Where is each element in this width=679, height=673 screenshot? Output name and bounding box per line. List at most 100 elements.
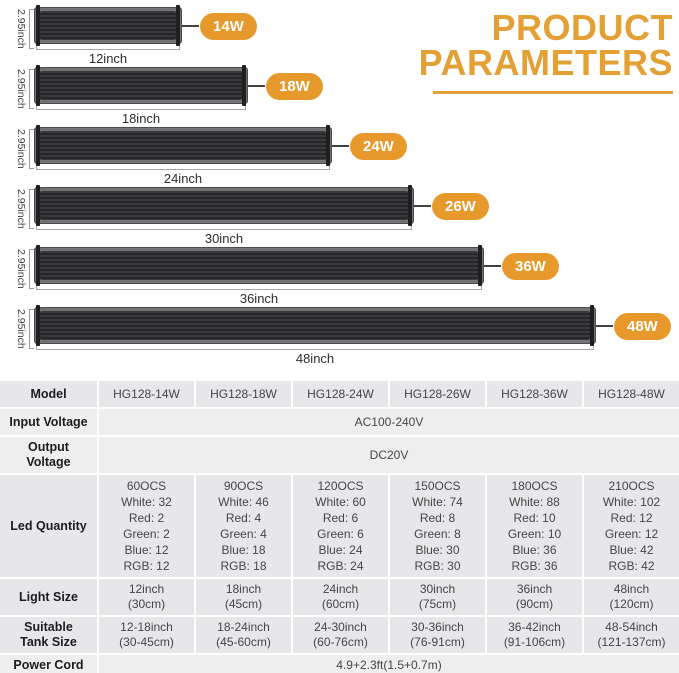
page-title-line2: PARAMETERS (418, 42, 673, 83)
height-measure: 2.95inch (0, 67, 34, 111)
light-bar-group: 24inch (34, 125, 332, 186)
title-underline (433, 91, 673, 94)
light-row: 2.95inch 36inch 36W (0, 245, 679, 307)
light-row: 2.95inch 12inch 14W (0, 5, 679, 67)
table-cell: HG128-26W (390, 381, 485, 407)
row-label: Suitable Tank Size (0, 617, 97, 653)
table-row-light: Light Size 12inch (30cm) 18inch (45cm) 24i… (0, 579, 679, 615)
table-cell: 150OCS White: 74 Red: 8 Green: 8 Blue: 3… (390, 475, 485, 577)
connector-line (484, 265, 501, 267)
table-row-input: Input Voltage AC100-240V (0, 409, 679, 435)
table-row-tank: Suitable Tank Size 12-18inch (30-45cm) 18… (0, 617, 679, 653)
wattage-badge: 18W (266, 73, 323, 100)
table-cell: 36-42inch (91-106cm) (487, 617, 582, 653)
height-label: 2.95inch (15, 9, 27, 49)
width-measure-bracket (36, 105, 246, 110)
light-bar-group: 18inch (34, 65, 248, 126)
height-measure: 2.95inch (0, 187, 34, 231)
size-label: 12inch (88, 51, 128, 66)
row-merged-value: DC20V (99, 437, 679, 473)
table-row-model: Model HG128-14W HG128-18W HG128-24W HG128-2… (0, 381, 679, 407)
light-row: 2.95inch 30inch 26W (0, 185, 679, 247)
light-row: 2.95inch 24inch 24W (0, 125, 679, 187)
wattage-badge: 26W (432, 193, 489, 220)
page-title-line1: PRODUCT (491, 7, 673, 48)
table-cell: HG128-48W (584, 381, 679, 407)
light-bar-group: 48inch (34, 305, 596, 366)
light-bar (34, 125, 332, 166)
row-label: Model (0, 381, 97, 407)
table-cell: 120OCS White: 60 Red: 6 Green: 6 Blue: 2… (293, 475, 388, 577)
light-bar-core (40, 251, 478, 280)
connector-line (182, 25, 199, 27)
table-cell: HG128-18W (196, 381, 291, 407)
table-cell: HG128-14W (99, 381, 194, 407)
table-row-power: Power Cord 4.9+2.3ft(1.5+0.7m) (0, 655, 679, 673)
height-label: 2.95inch (15, 69, 27, 109)
table-cell: 60OCS White: 32 Red: 2 Green: 2 Blue: 12… (99, 475, 194, 577)
table-cell: 12-18inch (30-45cm) (99, 617, 194, 653)
table-cell: HG128-36W (487, 381, 582, 407)
height-measure-bracket (29, 189, 34, 229)
row-label: Power Cord (0, 655, 97, 673)
connector-line (248, 85, 265, 87)
wattage-badge: 14W (200, 13, 257, 40)
table-row-output: Output Voltage DC20V (0, 437, 679, 473)
width-measure-bracket (36, 165, 330, 170)
height-measure-bracket (29, 129, 34, 169)
table-cell: 180OCS White: 88 Red: 10 Green: 10 Blue:… (487, 475, 582, 577)
table-cell: 18-24inch (45-60cm) (196, 617, 291, 653)
light-bar-core (40, 191, 408, 220)
size-label: 48inch (295, 351, 335, 366)
row-label: Output Voltage (0, 437, 97, 473)
light-row: 2.95inch 18inch 18W (0, 65, 679, 127)
light-bar-group: 30inch (34, 185, 414, 246)
height-label: 2.95inch (15, 189, 27, 229)
height-measure: 2.95inch (0, 127, 34, 171)
width-measure-bracket (36, 45, 180, 50)
light-bar-core (40, 71, 242, 100)
table-cell: 24inch (60cm) (293, 579, 388, 615)
row-merged-value: 4.9+2.3ft(1.5+0.7m) (99, 655, 679, 673)
connector-line (414, 205, 431, 207)
light-row: 2.95inch 48inch 48W (0, 305, 679, 367)
size-label: 18inch (121, 111, 161, 126)
width-measure-bracket (36, 225, 412, 230)
size-label: 30inch (204, 231, 244, 246)
width-measure-bracket (36, 285, 482, 290)
parameters-table: Model HG128-14W HG128-18W HG128-24W HG128-2… (0, 381, 679, 673)
height-label: 2.95inch (15, 309, 27, 349)
light-bar-group: 12inch (34, 5, 182, 66)
height-label: 2.95inch (15, 249, 27, 289)
wattage-badge: 24W (350, 133, 407, 160)
row-label: Light Size (0, 579, 97, 615)
connector-line (332, 145, 349, 147)
table-cell: 12inch (30cm) (99, 579, 194, 615)
connector-line (596, 325, 613, 327)
row-label: Input Voltage (0, 409, 97, 435)
wattage-badge: 48W (614, 313, 671, 340)
light-bar (34, 185, 414, 226)
row-merged-value: AC100-240V (99, 409, 679, 435)
light-bar (34, 305, 596, 346)
row-label: Led Quantity (0, 475, 97, 577)
light-bar-core (40, 311, 590, 340)
wattage-badge: 36W (502, 253, 559, 280)
light-bar (34, 65, 248, 106)
table-cell: 90OCS White: 46 Red: 4 Green: 4 Blue: 18… (196, 475, 291, 577)
table-cell: 18inch (45cm) (196, 579, 291, 615)
table-cell: 30inch (75cm) (390, 579, 485, 615)
height-measure-bracket (29, 69, 34, 109)
height-label: 2.95inch (15, 129, 27, 169)
light-bar-core (40, 131, 326, 160)
light-bar (34, 245, 484, 286)
height-measure: 2.95inch (0, 247, 34, 291)
table-cell: 48inch (120cm) (584, 579, 679, 615)
table-cell: 48-54inch (121-137cm) (584, 617, 679, 653)
size-label: 24inch (163, 171, 203, 186)
height-measure: 2.95inch (0, 307, 34, 351)
light-bar (34, 5, 182, 46)
width-measure-bracket (36, 345, 594, 350)
height-measure-bracket (29, 249, 34, 289)
